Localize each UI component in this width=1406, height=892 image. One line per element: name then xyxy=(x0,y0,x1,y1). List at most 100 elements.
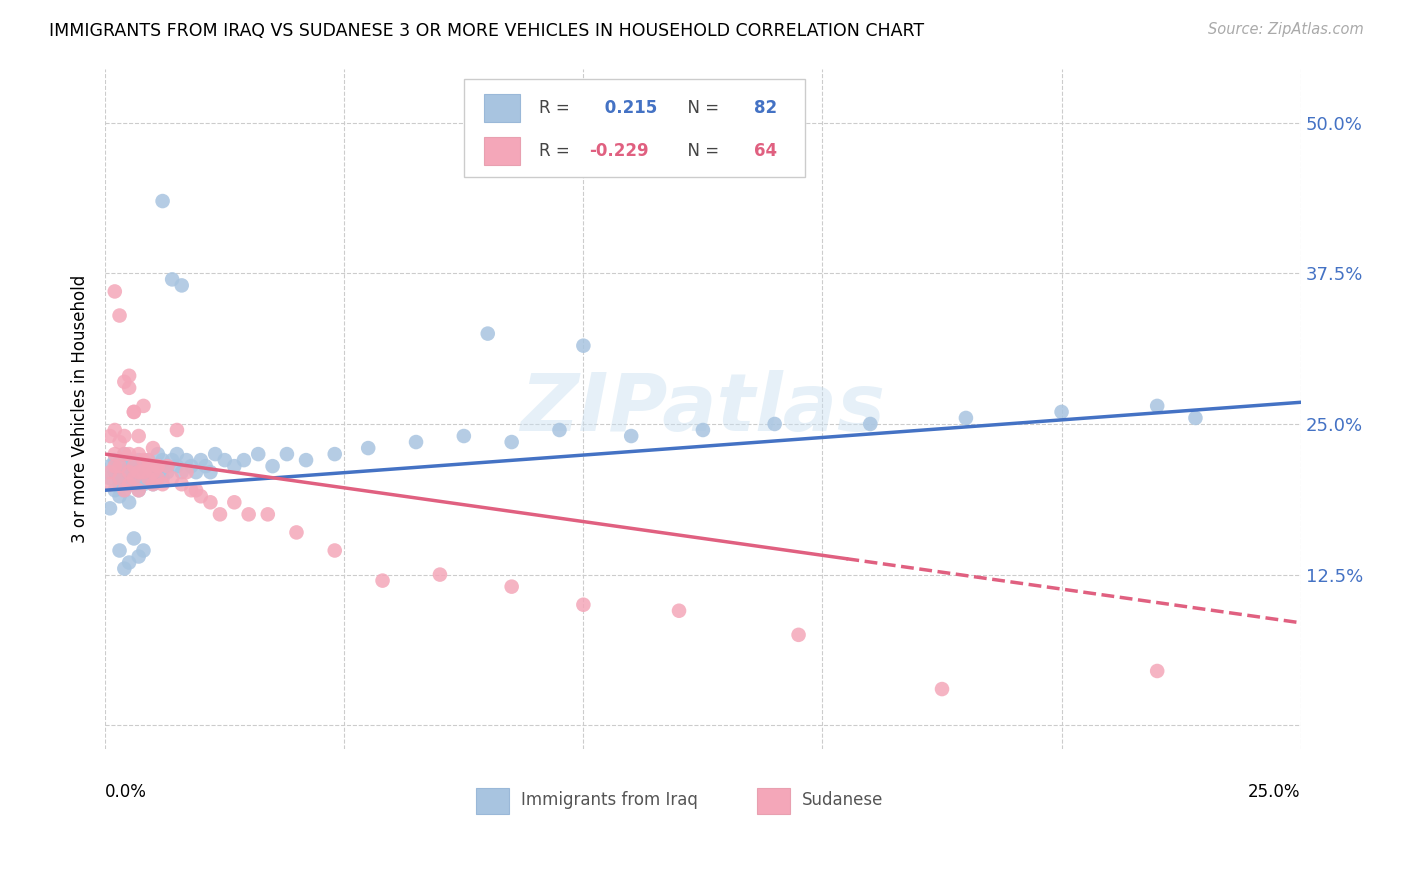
Point xyxy=(104,447,127,461)
Point xyxy=(214,453,236,467)
FancyBboxPatch shape xyxy=(484,94,520,122)
Text: 0.215: 0.215 xyxy=(599,99,657,117)
Point xyxy=(122,459,145,474)
Point xyxy=(108,471,131,485)
Point xyxy=(136,465,159,479)
Point xyxy=(132,453,155,467)
Text: N =: N = xyxy=(676,142,724,160)
Point xyxy=(548,423,571,437)
Point xyxy=(146,459,169,474)
Point xyxy=(108,543,131,558)
Point xyxy=(122,405,145,419)
Text: R =: R = xyxy=(538,99,575,117)
Point xyxy=(132,399,155,413)
Point xyxy=(1146,664,1168,678)
Point xyxy=(787,628,810,642)
Point xyxy=(112,375,135,389)
Point xyxy=(156,465,179,479)
Text: Immigrants from Iraq: Immigrants from Iraq xyxy=(522,791,699,809)
Point xyxy=(142,477,165,491)
Point xyxy=(184,465,207,479)
Point xyxy=(128,429,150,443)
Point xyxy=(112,429,135,443)
Point xyxy=(98,465,121,479)
Point xyxy=(357,441,380,455)
Point xyxy=(295,453,318,467)
Point xyxy=(152,453,174,467)
Point xyxy=(104,483,127,498)
Point xyxy=(118,447,141,461)
Point xyxy=(128,471,150,485)
Point xyxy=(104,459,127,474)
Point xyxy=(1050,405,1073,419)
Point xyxy=(142,465,165,479)
Text: ZIPatlas: ZIPatlas xyxy=(520,370,886,448)
Point xyxy=(208,508,231,522)
Point xyxy=(108,459,131,474)
FancyBboxPatch shape xyxy=(464,78,804,178)
Point xyxy=(238,508,260,522)
Point xyxy=(692,423,714,437)
Point xyxy=(118,453,141,467)
Text: 82: 82 xyxy=(755,99,778,117)
Point xyxy=(204,447,226,461)
Point xyxy=(572,598,595,612)
Point xyxy=(118,477,141,491)
Point xyxy=(429,567,451,582)
Point xyxy=(136,453,159,467)
Point xyxy=(142,441,165,455)
Text: -0.229: -0.229 xyxy=(589,142,650,160)
Point xyxy=(247,447,270,461)
Point xyxy=(453,429,475,443)
Text: R =: R = xyxy=(538,142,575,160)
Point xyxy=(118,465,141,479)
Point xyxy=(146,471,169,485)
Point xyxy=(98,459,121,474)
Point xyxy=(232,453,254,467)
Text: Sudanese: Sudanese xyxy=(803,791,883,809)
Point xyxy=(1146,399,1168,413)
Point xyxy=(118,368,141,383)
Text: N =: N = xyxy=(676,99,724,117)
Point xyxy=(323,447,346,461)
Point xyxy=(170,278,193,293)
Point xyxy=(142,477,165,491)
Point xyxy=(276,447,298,461)
Point xyxy=(98,471,121,485)
Point xyxy=(112,447,135,461)
FancyBboxPatch shape xyxy=(475,789,509,814)
Point xyxy=(128,483,150,498)
FancyBboxPatch shape xyxy=(756,789,790,814)
Point xyxy=(371,574,394,588)
Point xyxy=(146,447,169,461)
Y-axis label: 3 or more Vehicles in Household: 3 or more Vehicles in Household xyxy=(72,275,89,543)
Point xyxy=(200,465,222,479)
Point xyxy=(122,465,145,479)
Point xyxy=(152,194,174,208)
Point xyxy=(122,459,145,474)
Point xyxy=(152,471,174,485)
Point xyxy=(955,411,977,425)
Point xyxy=(1184,411,1206,425)
Point xyxy=(477,326,499,341)
Point xyxy=(118,471,141,485)
Point xyxy=(132,465,155,479)
Point xyxy=(108,459,131,474)
Point xyxy=(156,459,179,474)
Point xyxy=(132,477,155,491)
Point xyxy=(142,471,165,485)
Point xyxy=(170,477,193,491)
Point xyxy=(142,459,165,474)
Point xyxy=(128,465,150,479)
Point xyxy=(180,483,202,498)
Point xyxy=(122,532,145,546)
Point xyxy=(190,453,212,467)
Point xyxy=(112,465,135,479)
Text: 64: 64 xyxy=(755,142,778,160)
Point xyxy=(98,477,121,491)
Point xyxy=(118,556,141,570)
Point xyxy=(572,339,595,353)
Point xyxy=(132,459,155,474)
Point xyxy=(98,429,121,443)
Point xyxy=(262,459,284,474)
